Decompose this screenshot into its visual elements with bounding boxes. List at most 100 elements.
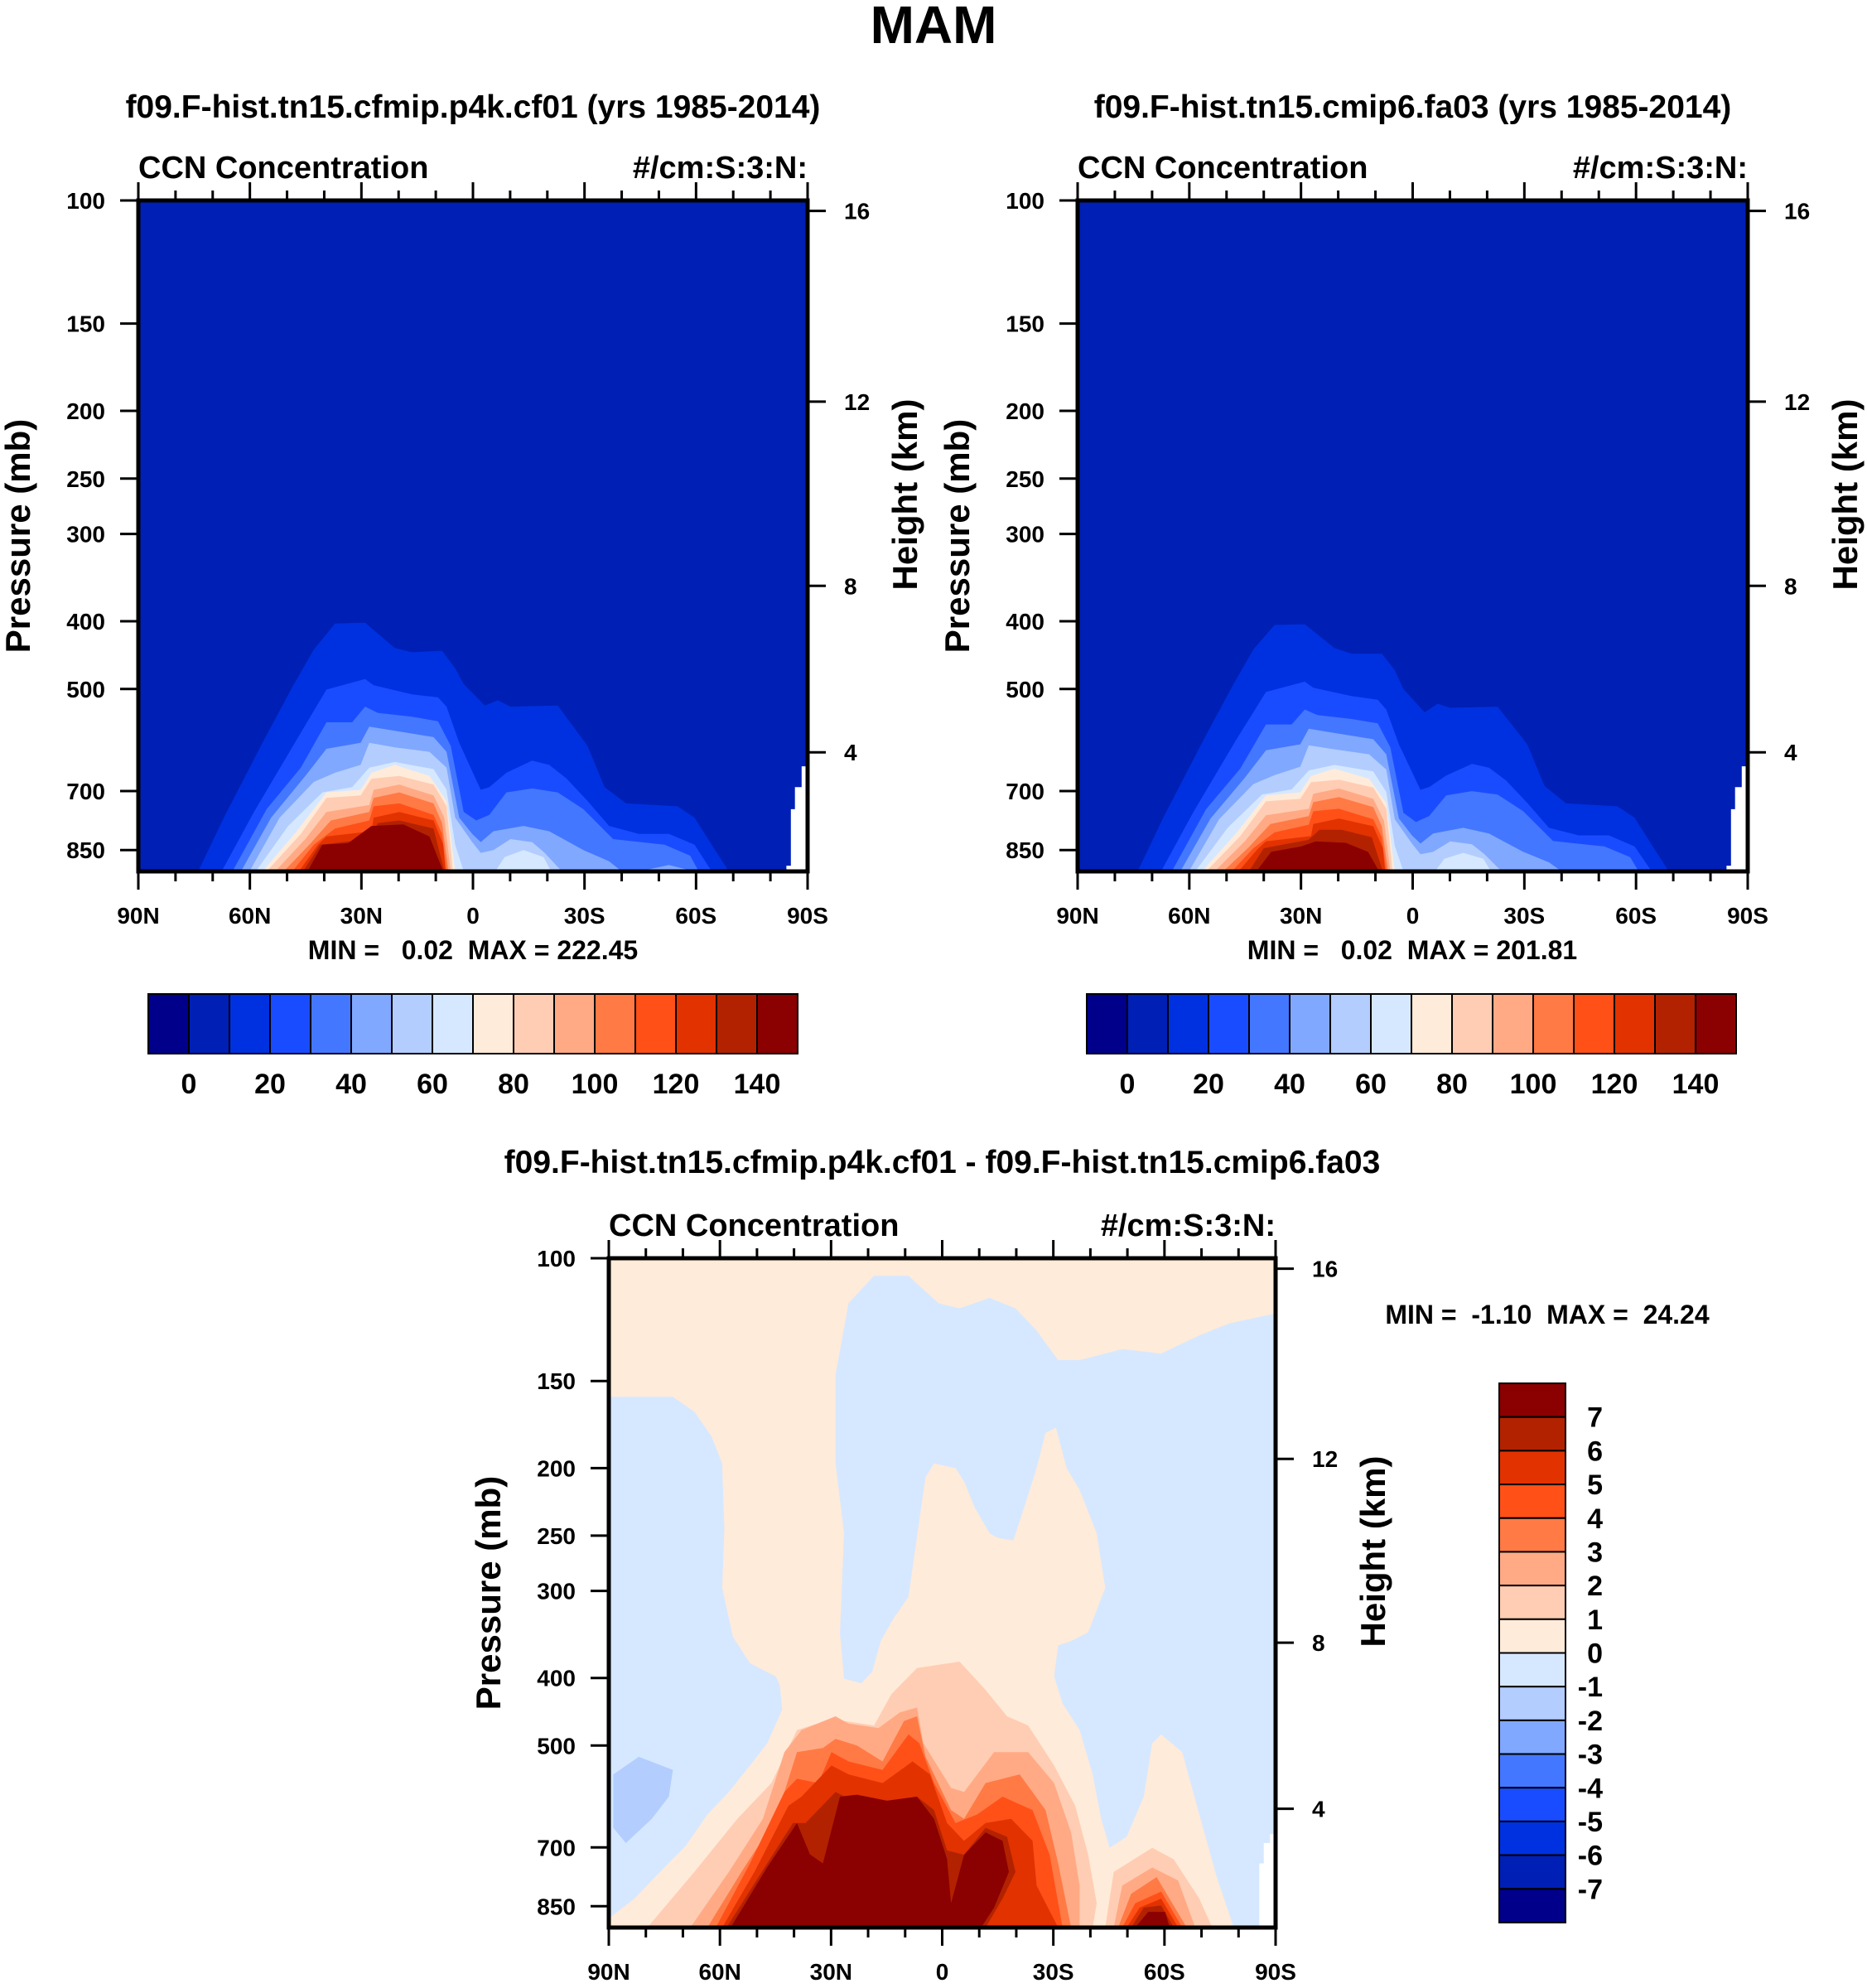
y-tick-label: 150 — [537, 1368, 576, 1394]
colorbar-box — [229, 993, 271, 1054]
x-tick-label: 60S — [1615, 903, 1657, 929]
colorbar-box — [147, 993, 190, 1054]
height-tick-label: 12 — [1312, 1446, 1338, 1472]
colorbar-box — [1167, 993, 1209, 1054]
y-tick-label: 300 — [66, 522, 105, 548]
height-tick-label: 12 — [1784, 389, 1810, 415]
y-tick-label: 400 — [537, 1666, 576, 1691]
y-tick-label: 250 — [66, 466, 105, 492]
y-tick-label: 500 — [1006, 677, 1044, 702]
colorbar-box — [675, 993, 717, 1054]
contour-band-15 — [1256, 841, 1379, 871]
colorbar-box — [553, 993, 596, 1054]
x-tick-label: 90N — [1056, 903, 1098, 929]
colorbar-label: 2 — [1587, 1571, 1603, 1602]
colorbar-label: 1 — [1587, 1604, 1603, 1636]
colorbar-box — [1498, 1416, 1566, 1452]
colorbar-label: 100 — [1510, 1069, 1557, 1100]
x-tick-label: 60S — [675, 903, 716, 929]
colorbar-box — [1498, 1854, 1566, 1890]
contour-field — [1078, 200, 1748, 871]
height-tick-label: 8 — [1312, 1630, 1325, 1656]
colorbar-label: 5 — [1587, 1469, 1603, 1501]
colorbar-label: -3 — [1578, 1740, 1603, 1771]
height-tick-label: 8 — [844, 573, 857, 599]
y-tick-label: 200 — [1006, 398, 1044, 424]
colorbar-label: 80 — [1436, 1069, 1468, 1100]
colorbar-label: 40 — [1274, 1069, 1305, 1100]
height-tick-label: 12 — [844, 389, 870, 415]
x-tick-label: 30N — [810, 1959, 852, 1985]
colorbar-label: 120 — [653, 1069, 700, 1100]
y-tick-label: 150 — [1006, 311, 1044, 337]
y-tick-label: 100 — [66, 188, 105, 214]
colorbar-box — [1498, 1787, 1566, 1822]
min-max-label: MIN = 0.02 MAX = 222.45 — [308, 935, 638, 965]
contour-field — [138, 200, 808, 871]
colorbar-label: 60 — [1355, 1069, 1387, 1100]
height-tick-label: 16 — [1784, 199, 1810, 224]
colorbar-box — [1086, 993, 1128, 1054]
colorbar-box — [1498, 1618, 1566, 1654]
y-tick-label: 300 — [1006, 522, 1044, 548]
colorbar-label: 20 — [254, 1069, 286, 1100]
y-tick-label: 200 — [537, 1455, 576, 1481]
colorbar-box — [1498, 1753, 1566, 1789]
panel-title: f09.F-hist.tn15.cfmip.p4k.cf01 - f09.F-h… — [504, 1145, 1381, 1180]
colorbar-label: 7 — [1587, 1402, 1603, 1434]
colorbar-box — [1498, 1382, 1566, 1418]
height-tick-label: 4 — [1784, 740, 1797, 765]
colorbar-box — [188, 993, 230, 1054]
y-tick-label: 250 — [537, 1523, 576, 1549]
y-tick-label: 850 — [537, 1894, 576, 1919]
x-tick-label: 30S — [1033, 1959, 1074, 1985]
colorbar-box — [1695, 993, 1737, 1054]
colorbar-label: 60 — [417, 1069, 448, 1100]
colorbar-label: 120 — [1591, 1069, 1638, 1100]
y-tick-label: 850 — [1006, 837, 1044, 863]
y-tick-label: 700 — [537, 1835, 576, 1860]
contour-band-15 — [731, 1794, 1009, 1928]
x-tick-label: 60N — [698, 1959, 741, 1985]
variable-name: CCN Concentration — [1078, 151, 1368, 186]
y-tick-label: 400 — [66, 609, 105, 635]
units-label: #/cm:S:3:N: — [1101, 1209, 1276, 1243]
contour-band-6 — [613, 1756, 673, 1843]
x-tick-label: 60S — [1144, 1959, 1185, 1985]
colorbar-box — [1411, 993, 1453, 1054]
height-tick-label: 4 — [1312, 1797, 1325, 1822]
y-tick-label: 700 — [1006, 779, 1044, 804]
min-max-label: MIN = -1.10 MAX = 24.24 — [1385, 1300, 1709, 1329]
colorbar-label: 20 — [1193, 1069, 1224, 1100]
colorbar: 0 20 40 60 80 100 120 140 — [1086, 993, 1737, 1100]
x-tick-label: 0 — [1406, 903, 1420, 929]
colorbar-box — [432, 993, 474, 1054]
colorbar-label: 80 — [498, 1069, 529, 1100]
colorbar-box — [1498, 1888, 1566, 1923]
panel-top-right: 90N 60N 30N 0 30S 60S 90S100150200250300400500… — [938, 89, 1865, 1100]
contour-band-7 — [494, 850, 552, 871]
right-axis-title: Height (km) — [1353, 1456, 1392, 1648]
colorbar-box — [1498, 1517, 1566, 1553]
colorbar-box — [310, 993, 352, 1054]
height-tick-label: 4 — [844, 740, 857, 765]
colorbar-box — [1573, 993, 1615, 1054]
x-tick-label: 90S — [1255, 1959, 1296, 1985]
height-tick-label: 8 — [1784, 573, 1797, 599]
height-tick-label: 16 — [844, 199, 870, 224]
y-tick-label: 200 — [66, 398, 105, 424]
missing-data-region — [1259, 1834, 1276, 1928]
colorbar-box — [716, 993, 758, 1054]
right-axis-title: Height (km) — [885, 399, 924, 591]
colorbar-box — [1492, 993, 1534, 1054]
colorbar: 0 20 40 60 80 100 120 140 — [147, 993, 798, 1100]
variable-name: CCN Concentration — [138, 151, 428, 186]
colorbar-box — [1329, 993, 1372, 1054]
y-tick-label: 250 — [1006, 466, 1044, 492]
colorbar-box — [1289, 993, 1331, 1054]
colorbar-box — [1498, 1484, 1566, 1519]
y-tick-label: 300 — [537, 1579, 576, 1604]
contour-band-7 — [1435, 852, 1491, 871]
colorbar-box — [756, 993, 798, 1054]
